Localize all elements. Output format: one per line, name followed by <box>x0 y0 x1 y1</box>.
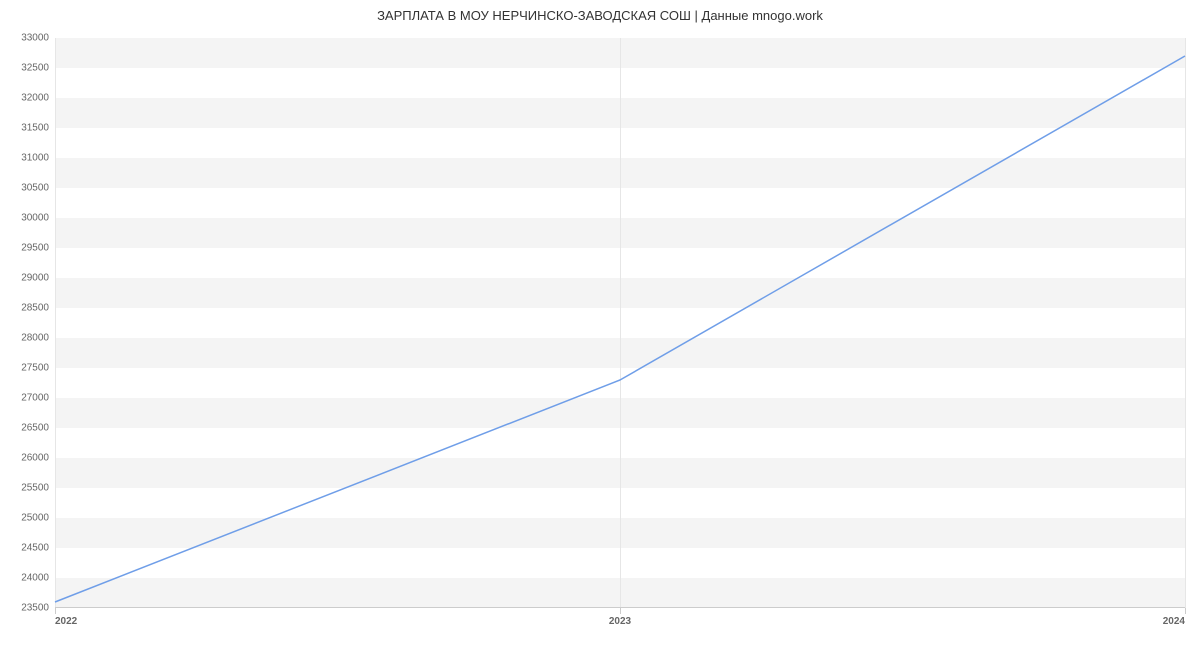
y-tick-label: 27500 <box>21 363 49 374</box>
x-tick <box>1185 608 1186 614</box>
x-tick <box>55 608 56 614</box>
x-tick-label: 2023 <box>609 616 631 627</box>
x-tick-label: 2024 <box>1163 616 1185 627</box>
y-tick-label: 25500 <box>21 483 49 494</box>
plot-area: 2350024000245002500025500260002650027000… <box>55 38 1185 608</box>
y-tick-label: 26000 <box>21 453 49 464</box>
x-axis-line <box>55 607 1185 608</box>
line-layer <box>55 38 1185 608</box>
y-tick-label: 29500 <box>21 243 49 254</box>
y-tick-label: 29000 <box>21 273 49 284</box>
y-tick-label: 32500 <box>21 63 49 74</box>
y-tick-label: 25000 <box>21 513 49 524</box>
y-tick-label: 27000 <box>21 393 49 404</box>
x-grid-line <box>1185 38 1186 608</box>
y-tick-label: 31500 <box>21 123 49 134</box>
chart-title: ЗАРПЛАТА В МОУ НЕРЧИНСКО-ЗАВОДСКАЯ СОШ |… <box>0 8 1200 23</box>
y-tick-label: 28500 <box>21 303 49 314</box>
y-tick-label: 30000 <box>21 213 49 224</box>
x-tick-label: 2022 <box>55 616 77 627</box>
y-tick-label: 23500 <box>21 603 49 614</box>
y-tick-label: 26500 <box>21 423 49 434</box>
y-tick-label: 32000 <box>21 93 49 104</box>
y-tick-label: 24000 <box>21 573 49 584</box>
y-tick-label: 33000 <box>21 33 49 44</box>
y-tick-label: 31000 <box>21 153 49 164</box>
series-line-salary <box>55 56 1185 602</box>
y-tick-label: 30500 <box>21 183 49 194</box>
y-tick-label: 28000 <box>21 333 49 344</box>
y-tick-label: 24500 <box>21 543 49 554</box>
x-tick <box>620 608 621 614</box>
chart-container: ЗАРПЛАТА В МОУ НЕРЧИНСКО-ЗАВОДСКАЯ СОШ |… <box>0 0 1200 650</box>
